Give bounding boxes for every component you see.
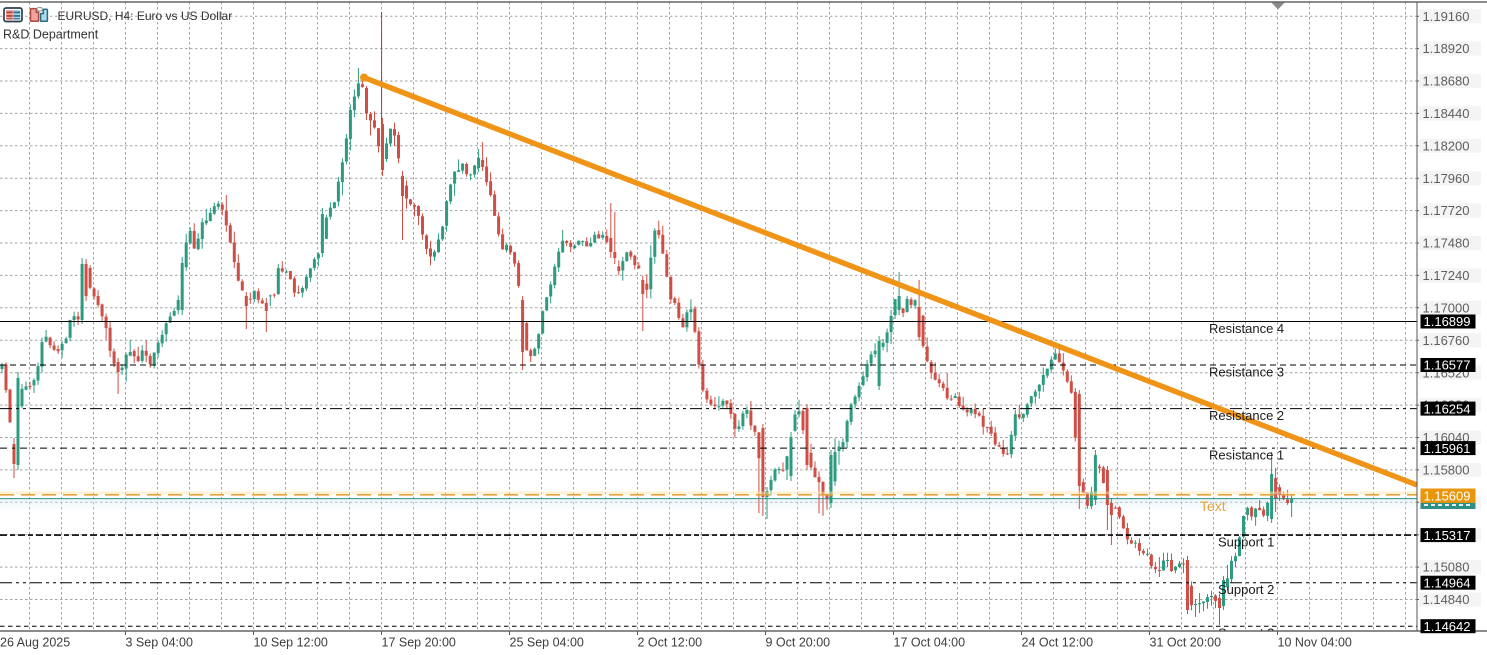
svg-text:Resistance 3: Resistance 3 xyxy=(1209,364,1284,379)
svg-text:1.14642: 1.14642 xyxy=(1424,619,1471,634)
svg-text:1.16577: 1.16577 xyxy=(1424,358,1471,373)
svg-text:Resistance 4: Resistance 4 xyxy=(1209,321,1284,336)
svg-text:R&D Department: R&D Department xyxy=(3,28,99,42)
svg-text:Text: Text xyxy=(1200,498,1226,514)
svg-text:EURUSD, H4: Euro vs US Dollar: EURUSD, H4: Euro vs US Dollar xyxy=(58,9,233,23)
svg-text:1.15961: 1.15961 xyxy=(1424,441,1471,456)
svg-text:1.17720: 1.17720 xyxy=(1423,203,1470,218)
svg-text:9 Oct 20:00: 9 Oct 20:00 xyxy=(766,636,831,650)
svg-text:1.16254: 1.16254 xyxy=(1424,401,1471,416)
svg-text:1.17480: 1.17480 xyxy=(1423,236,1470,251)
svg-text:1.15317: 1.15317 xyxy=(1424,528,1471,543)
svg-text:17 Oct 04:00: 17 Oct 04:00 xyxy=(894,636,966,650)
svg-text:1.15800: 1.15800 xyxy=(1423,463,1470,478)
svg-text:1.19160: 1.19160 xyxy=(1423,9,1470,24)
svg-text:1.17000: 1.17000 xyxy=(1423,300,1470,315)
svg-text:1.18200: 1.18200 xyxy=(1423,138,1470,153)
svg-text:26 Aug 2025: 26 Aug 2025 xyxy=(0,636,70,650)
svg-text:Resistance 1: Resistance 1 xyxy=(1209,448,1284,463)
svg-text:3 Sep 04:00: 3 Sep 04:00 xyxy=(126,636,193,650)
svg-text:1.15080: 1.15080 xyxy=(1423,560,1470,575)
svg-text:1.17960: 1.17960 xyxy=(1423,171,1470,186)
svg-text:31 Oct 20:00: 31 Oct 20:00 xyxy=(1150,636,1222,650)
svg-text:Support 3: Support 3 xyxy=(1218,626,1274,641)
svg-text:1.14964: 1.14964 xyxy=(1424,575,1471,590)
svg-text:1.16899: 1.16899 xyxy=(1424,314,1471,329)
svg-text:24 Oct 12:00: 24 Oct 12:00 xyxy=(1022,636,1094,650)
svg-text:Support 2: Support 2 xyxy=(1218,582,1274,597)
svg-text:1.16760: 1.16760 xyxy=(1423,333,1470,348)
svg-text:Support 1: Support 1 xyxy=(1218,535,1274,550)
svg-text:Resistance 2: Resistance 2 xyxy=(1209,408,1284,423)
svg-text:1.18920: 1.18920 xyxy=(1423,41,1470,56)
svg-text:1.14840: 1.14840 xyxy=(1423,592,1470,607)
svg-text:10 Sep 12:00: 10 Sep 12:00 xyxy=(254,636,328,650)
svg-text:17 Sep 20:00: 17 Sep 20:00 xyxy=(382,636,456,650)
svg-text:1.15609: 1.15609 xyxy=(1424,488,1471,503)
svg-text:1.18440: 1.18440 xyxy=(1423,106,1470,121)
svg-text:10 Nov 04:00: 10 Nov 04:00 xyxy=(1278,636,1352,650)
svg-text:1.18680: 1.18680 xyxy=(1423,74,1470,89)
svg-text:1.17240: 1.17240 xyxy=(1423,268,1470,283)
svg-text:2 Oct 12:00: 2 Oct 12:00 xyxy=(638,636,703,650)
svg-text:25 Sep 04:00: 25 Sep 04:00 xyxy=(510,636,584,650)
